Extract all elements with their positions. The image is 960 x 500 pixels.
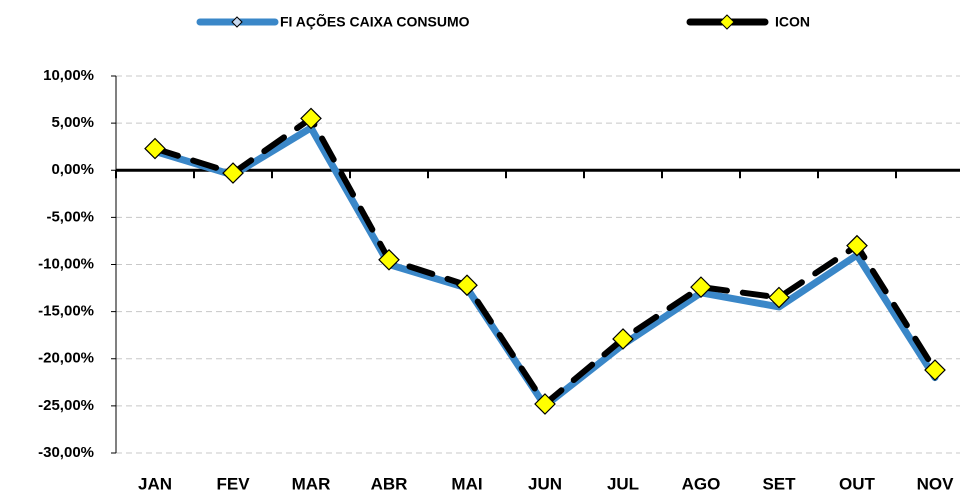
legend-label: FI AÇÕES CAIXA CONSUMO <box>280 13 470 30</box>
x-tick-label: JUN <box>528 474 562 493</box>
series-marker <box>300 107 322 130</box>
y-tick-label: -10,00% <box>38 255 94 272</box>
series-marker <box>924 359 946 381</box>
x-tick-label: ABR <box>371 474 408 493</box>
x-tick-label: JUL <box>607 474 639 493</box>
x-tick-label: AGO <box>682 474 721 493</box>
y-tick-label: 0,00% <box>51 161 94 178</box>
y-tick-label: -25,00% <box>38 397 94 414</box>
legend-label: ICON <box>775 14 810 30</box>
series-marker <box>768 286 790 309</box>
series-line <box>152 115 938 407</box>
y-tick-label: 10,00% <box>43 67 94 84</box>
x-tick-label: MAI <box>451 474 482 493</box>
y-tick-label: -15,00% <box>38 303 94 320</box>
series-marker <box>144 137 166 160</box>
series-marker <box>456 274 478 297</box>
series-marker <box>222 162 244 184</box>
series-marker <box>534 393 556 415</box>
y-tick-label: 5,00% <box>51 114 94 131</box>
series-marker <box>690 276 712 298</box>
y-tick-label: -30,00% <box>38 444 94 461</box>
series-marker <box>378 248 400 271</box>
x-tick-label: OUT <box>839 474 876 493</box>
y-tick-label: -20,00% <box>38 350 94 367</box>
x-tick-label: NOV <box>917 474 955 493</box>
legend-marker <box>231 16 243 28</box>
x-tick-label: FEV <box>216 474 250 493</box>
x-tick-label: MAR <box>292 474 331 493</box>
series-marker <box>846 234 868 257</box>
y-tick-label: -5,00% <box>46 208 94 225</box>
x-tick-label: SET <box>762 474 796 493</box>
legend-marker <box>719 14 735 30</box>
series-marker <box>612 328 634 350</box>
x-tick-label: JAN <box>138 474 172 493</box>
